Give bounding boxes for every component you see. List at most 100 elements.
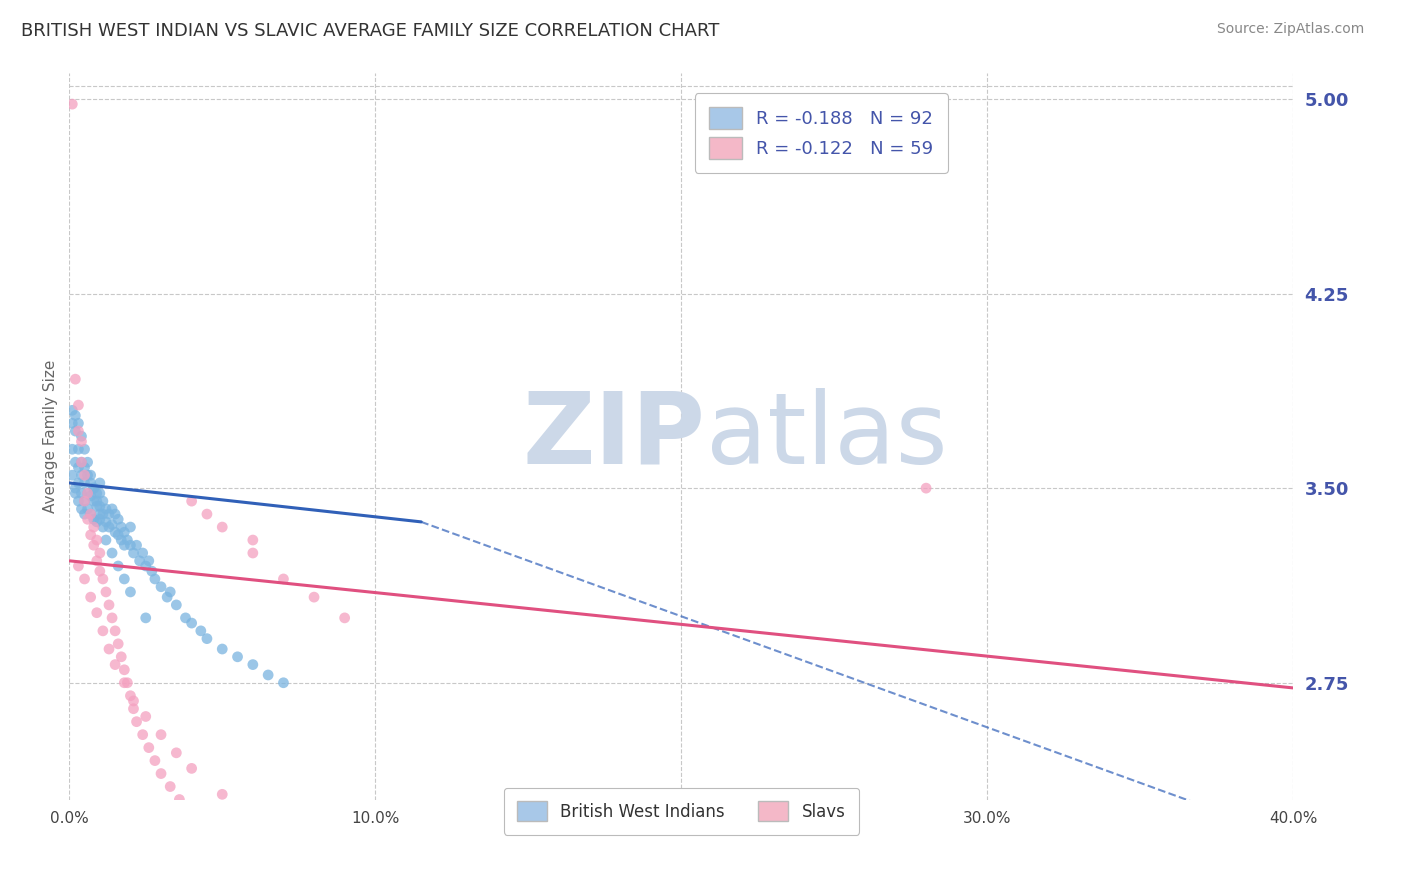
Point: [94, 502, 117, 516]
Text: ZIP: ZIP: [523, 388, 706, 484]
Point: [83, 538, 105, 552]
Point: [125, 538, 148, 552]
Point: [138, 740, 160, 755]
Point: [169, 792, 191, 806]
Point: [70, 468, 93, 483]
Point: [174, 611, 197, 625]
Point: [70, 502, 93, 516]
Point: [104, 657, 127, 672]
Point: [211, 520, 233, 534]
Point: [79, 507, 101, 521]
Point: [120, 538, 142, 552]
Point: [135, 559, 157, 574]
Point: [83, 481, 105, 495]
Point: [104, 525, 127, 540]
Point: [79, 475, 101, 490]
Point: [107, 512, 129, 526]
Point: [131, 728, 153, 742]
Point: [98, 598, 121, 612]
Point: [135, 611, 157, 625]
Point: [60, 403, 83, 417]
Point: [73, 460, 96, 475]
Point: [86, 606, 108, 620]
Point: [242, 657, 264, 672]
Point: [128, 554, 150, 568]
Point: [73, 494, 96, 508]
Point: [76, 486, 98, 500]
Point: [79, 590, 101, 604]
Point: [94, 515, 117, 529]
Point: [165, 746, 187, 760]
Point: [156, 590, 179, 604]
Point: [83, 481, 105, 495]
Point: [67, 475, 90, 490]
Point: [180, 494, 202, 508]
Point: [94, 585, 117, 599]
Point: [110, 649, 132, 664]
Point: [180, 761, 202, 775]
Point: [91, 507, 114, 521]
Point: [150, 728, 173, 742]
Point: [107, 559, 129, 574]
Point: [104, 624, 127, 638]
Point: [257, 668, 280, 682]
Point: [76, 455, 98, 469]
Point: [135, 709, 157, 723]
Point: [211, 788, 233, 802]
Point: [79, 468, 101, 483]
Point: [91, 572, 114, 586]
Point: [143, 754, 166, 768]
Point: [101, 502, 124, 516]
Point: [89, 564, 111, 578]
Point: [76, 486, 98, 500]
Point: [110, 520, 132, 534]
Point: [915, 481, 938, 495]
Point: [86, 554, 108, 568]
Point: [120, 585, 142, 599]
Point: [242, 546, 264, 560]
Point: [86, 486, 108, 500]
Point: [180, 616, 202, 631]
Point: [143, 572, 166, 586]
Point: [110, 533, 132, 547]
Point: [89, 500, 111, 514]
Point: [76, 502, 98, 516]
Point: [65, 372, 87, 386]
Text: atlas: atlas: [706, 388, 948, 484]
Point: [122, 546, 145, 560]
Point: [98, 507, 121, 521]
Point: [79, 528, 101, 542]
Point: [89, 475, 111, 490]
Point: [112, 538, 135, 552]
Point: [65, 481, 87, 495]
Point: [120, 689, 142, 703]
Point: [76, 512, 98, 526]
Legend: British West Indians, Slavs: British West Indians, Slavs: [503, 788, 859, 835]
Point: [226, 649, 249, 664]
Point: [67, 424, 90, 438]
Point: [302, 590, 325, 604]
Point: [333, 611, 356, 625]
Point: [101, 611, 124, 625]
Point: [159, 585, 181, 599]
Point: [83, 512, 105, 526]
Point: [65, 486, 87, 500]
Point: [73, 507, 96, 521]
Point: [67, 559, 90, 574]
Point: [94, 533, 117, 547]
Point: [91, 520, 114, 534]
Point: [112, 663, 135, 677]
Point: [150, 580, 173, 594]
Point: [70, 486, 93, 500]
Point: [195, 507, 218, 521]
Point: [101, 517, 124, 532]
Point: [120, 520, 142, 534]
Point: [195, 632, 218, 646]
Point: [125, 714, 148, 729]
Point: [91, 494, 114, 508]
Point: [89, 507, 111, 521]
Point: [159, 780, 181, 794]
Point: [67, 460, 90, 475]
Point: [98, 642, 121, 657]
Point: [101, 546, 124, 560]
